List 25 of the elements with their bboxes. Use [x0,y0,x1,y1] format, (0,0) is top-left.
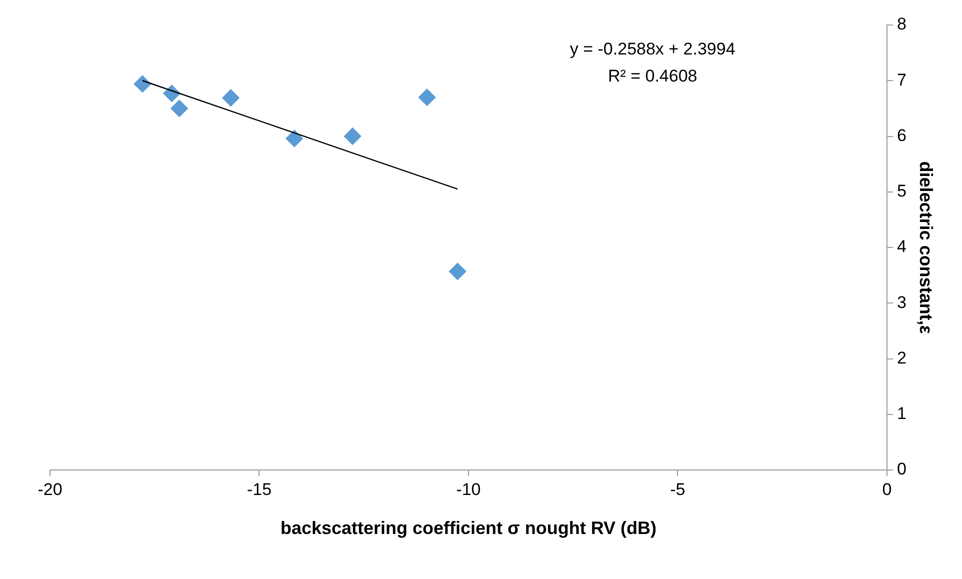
point [134,75,152,93]
y-axis-title: dielectric constant,ε [916,161,936,334]
y-tick-label: 0 [896,460,906,479]
annotation: R² = 0.4608 [608,66,698,86]
x-tick-label: -10 [456,480,481,499]
point [170,100,188,118]
point [448,262,466,280]
point [344,128,362,145]
point [222,89,240,106]
y-tick-label: 8 [896,14,906,34]
point [418,88,436,106]
y-tick-label: 5 [896,182,906,201]
x-tick-label: -20 [38,480,62,499]
x-axis-title: backscattering coefficient σ nought RV (dB) [280,518,656,538]
y-tick-label: 1 [896,404,906,424]
annotation: y = -0.2588x + 2.3994 [570,40,736,59]
x-tick-label: 0 [882,480,892,499]
point [286,130,303,148]
y-tick-label: 4 [896,237,906,256]
x-tick-label: -5 [670,480,686,499]
y-tick-label: 3 [896,292,906,312]
y-tick-label: 6 [896,126,906,145]
y-tick-label: 2 [896,348,906,368]
x-tick-label: -15 [246,480,272,499]
y-tick-label: 7 [896,70,906,90]
